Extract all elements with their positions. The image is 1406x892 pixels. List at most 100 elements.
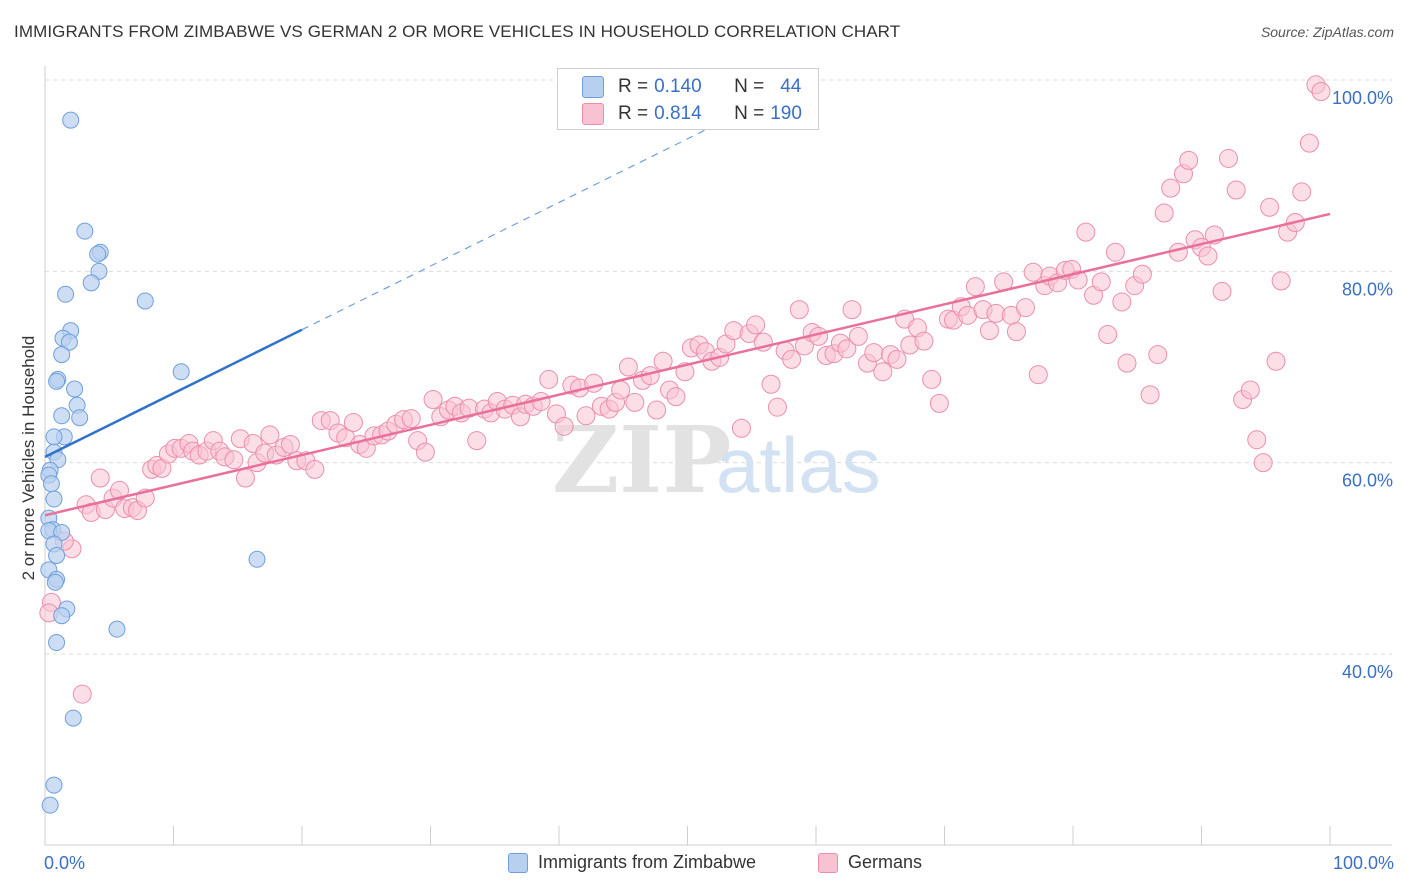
data-point-germans <box>1218 148 1238 168</box>
zimbabwe-points <box>40 111 266 814</box>
data-point-germans <box>1311 81 1331 101</box>
data-point-zimbabwe <box>53 407 71 425</box>
data-point-zimbabwe <box>53 346 71 364</box>
data-point-germans <box>767 397 787 417</box>
data-point-germans <box>1015 298 1035 318</box>
data-point-germans <box>782 349 802 369</box>
data-point-zimbabwe <box>108 620 126 638</box>
data-point-germans <box>1098 324 1118 344</box>
data-point-germans <box>1247 430 1267 450</box>
legend-swatch-pink <box>818 852 838 873</box>
data-point-germans <box>280 434 300 454</box>
watermark-zip: ZIP <box>552 406 731 514</box>
legend-label-germans: Germans <box>848 852 923 872</box>
data-point-germans <box>653 351 673 371</box>
data-point-germans <box>922 369 942 389</box>
data-point-zimbabwe <box>136 292 154 310</box>
data-point-germans <box>1068 270 1088 290</box>
germans-points <box>39 75 1331 704</box>
data-point-zimbabwe <box>82 274 100 292</box>
data-point-zimbabwe <box>172 363 190 381</box>
data-point-zimbabwe <box>48 372 66 390</box>
data-point-zimbabwe <box>64 709 82 727</box>
data-point-germans <box>415 442 435 462</box>
data-point-germans <box>576 406 596 426</box>
data-point-germans <box>666 387 686 407</box>
data-point-germans <box>887 349 907 369</box>
trend-line-zimbabwe-extension <box>301 74 817 331</box>
data-point-germans <box>1240 380 1260 400</box>
data-point-germans <box>539 369 559 389</box>
data-point-zimbabwe <box>89 245 107 263</box>
data-point-germans <box>1292 182 1312 202</box>
data-point-germans <box>1266 351 1286 371</box>
data-point-germans <box>1132 264 1152 284</box>
x-tick-label-left: 0.0% <box>44 853 85 873</box>
data-point-germans <box>873 362 893 382</box>
trend-line-germans <box>44 212 1331 517</box>
data-point-germans <box>1179 150 1199 170</box>
y-axis-label: 2 or more Vehicles in Household <box>19 336 38 581</box>
data-point-germans <box>584 373 604 393</box>
data-point-germans <box>90 468 110 488</box>
data-point-germans <box>929 393 949 413</box>
legend-r-value: 0.814 <box>654 103 702 124</box>
data-point-germans <box>837 339 857 359</box>
data-point-germans <box>842 300 862 320</box>
legend-n-key: N = <box>734 103 765 124</box>
data-point-germans <box>611 380 631 400</box>
legend-r-key: R = <box>618 103 649 124</box>
chart-title: IMMIGRANTS FROM ZIMBABWE VS GERMAN 2 OR … <box>14 22 901 41</box>
data-point-germans <box>1091 272 1111 292</box>
data-point-germans <box>1260 197 1280 217</box>
legend-n-value: 44 <box>780 76 802 97</box>
data-point-germans <box>647 400 667 420</box>
legend-row-zimbabwe: R = 0.140 N = 44 <box>582 75 801 99</box>
legend-swatch-blue <box>582 76 604 98</box>
data-point-germans <box>224 450 244 470</box>
data-point-germans <box>467 431 487 451</box>
data-point-germans <box>1212 281 1232 301</box>
data-point-germans <box>260 425 280 445</box>
axes <box>44 66 1392 846</box>
data-point-zimbabwe <box>60 333 78 351</box>
data-point-zimbabwe <box>41 796 59 814</box>
data-point-germans <box>1006 322 1026 342</box>
data-point-germans <box>305 459 325 479</box>
data-point-germans <box>761 374 781 394</box>
data-point-germans <box>1271 271 1291 291</box>
trend-line-zimbabwe <box>44 328 303 459</box>
y-tick-label: 100.0% <box>1332 88 1393 108</box>
data-point-zimbabwe <box>248 550 266 568</box>
data-point-germans <box>401 409 421 429</box>
data-point-zimbabwe <box>62 111 80 129</box>
data-point-zimbabwe <box>76 222 94 240</box>
legend-n-value: 190 <box>770 103 802 124</box>
legend-swatch-pink <box>582 103 604 125</box>
data-point-germans <box>746 315 766 335</box>
data-point-germans <box>110 480 130 500</box>
trend-lines <box>44 74 1331 517</box>
x-tick-label-right: 100.0% <box>1333 853 1394 873</box>
watermark: ZIP atlas <box>552 406 881 514</box>
data-point-germans <box>235 468 255 488</box>
data-point-germans <box>1148 345 1168 365</box>
legend-r-value: 0.140 <box>654 76 702 97</box>
data-point-zimbabwe <box>53 607 71 625</box>
legend-item-germans: Germans <box>818 852 922 873</box>
data-point-zimbabwe <box>46 573 64 591</box>
data-point-germans <box>965 277 985 297</box>
y-tick-label: 40.0% <box>1342 662 1393 682</box>
data-point-zimbabwe <box>45 776 63 794</box>
data-point-germans <box>864 343 884 363</box>
data-point-zimbabwe <box>45 428 63 446</box>
data-point-germans <box>72 684 92 704</box>
legend-swatch-blue <box>508 852 528 873</box>
legend-label-zimbabwe: Immigrants from Zimbabwe <box>538 852 757 872</box>
data-point-germans <box>914 331 934 351</box>
legend-row-germans: R = 0.814 N = 190 <box>582 102 802 126</box>
data-point-germans <box>423 390 443 410</box>
data-point-germans <box>848 326 868 346</box>
data-point-germans <box>1154 203 1174 223</box>
data-point-zimbabwe <box>71 409 89 427</box>
